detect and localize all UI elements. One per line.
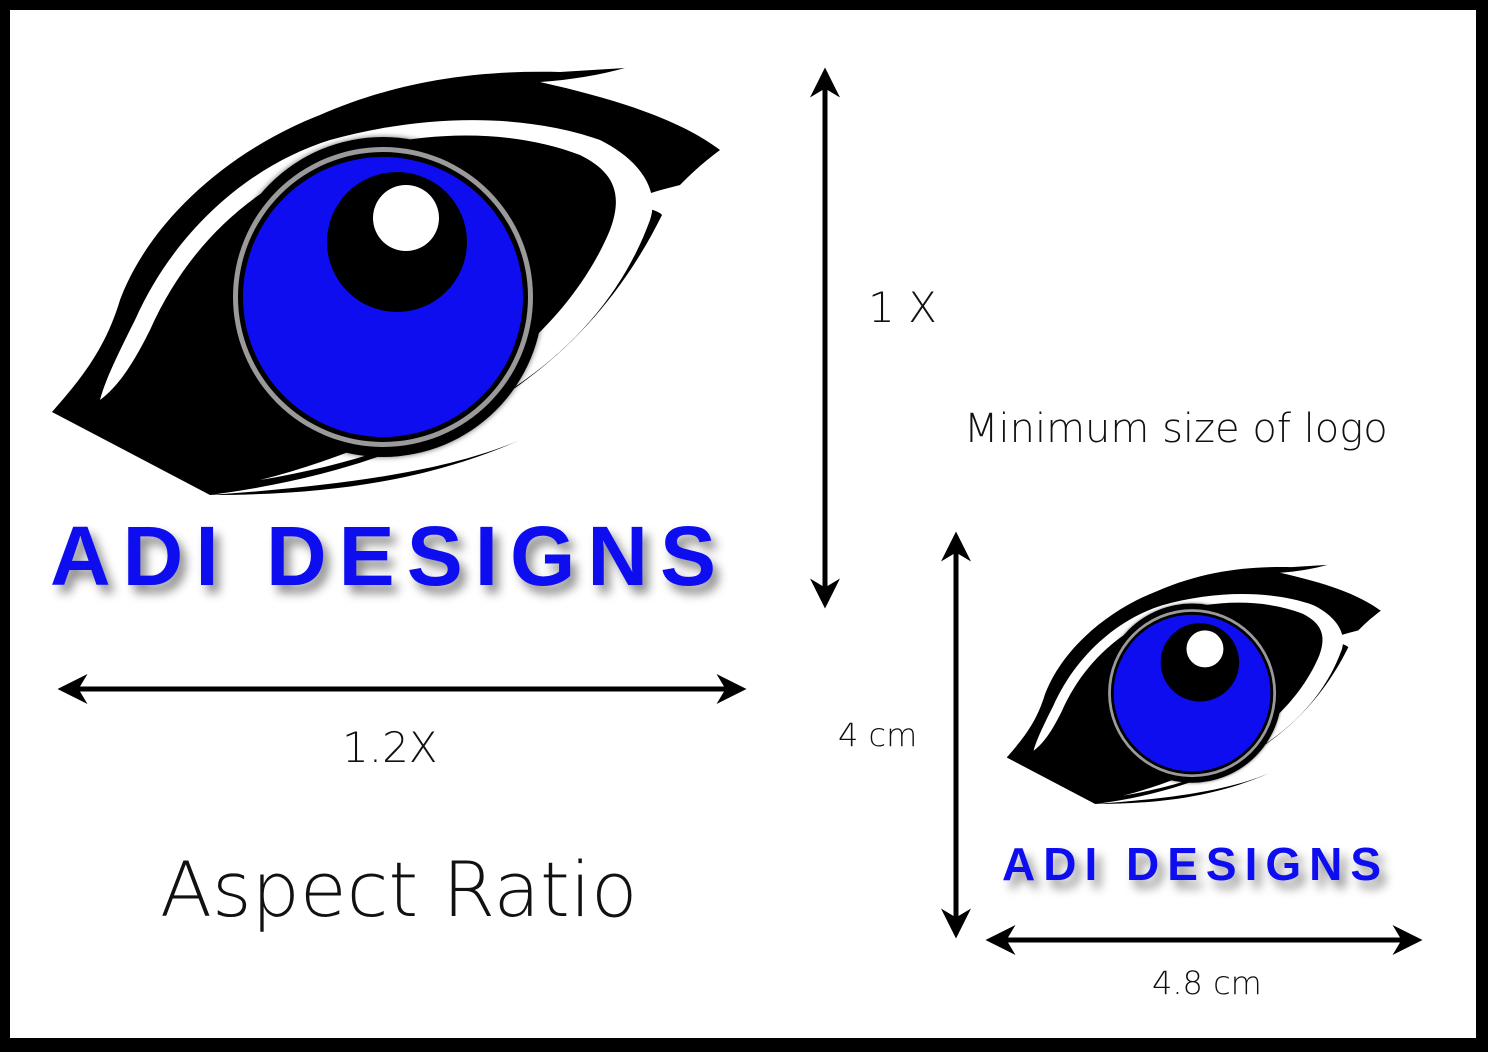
large-logo-eye-icon <box>52 68 720 495</box>
width-ratio-label: 1.2X <box>342 723 438 772</box>
small-logo-eye-icon <box>1007 565 1381 804</box>
large-logo-brand-name: ADI DESIGNS <box>50 509 728 603</box>
small-logo-brand-name: ADI DESIGNS <box>1002 838 1389 890</box>
height-ratio-label: 1 X <box>868 283 937 332</box>
aspect-ratio-title: Aspect Ratio <box>160 845 637 934</box>
minimum-size-title: Minimum size of logo <box>964 406 1388 452</box>
min-height-label: 4 cm <box>838 716 917 754</box>
min-width-label: 4.8 cm <box>1152 964 1262 1002</box>
